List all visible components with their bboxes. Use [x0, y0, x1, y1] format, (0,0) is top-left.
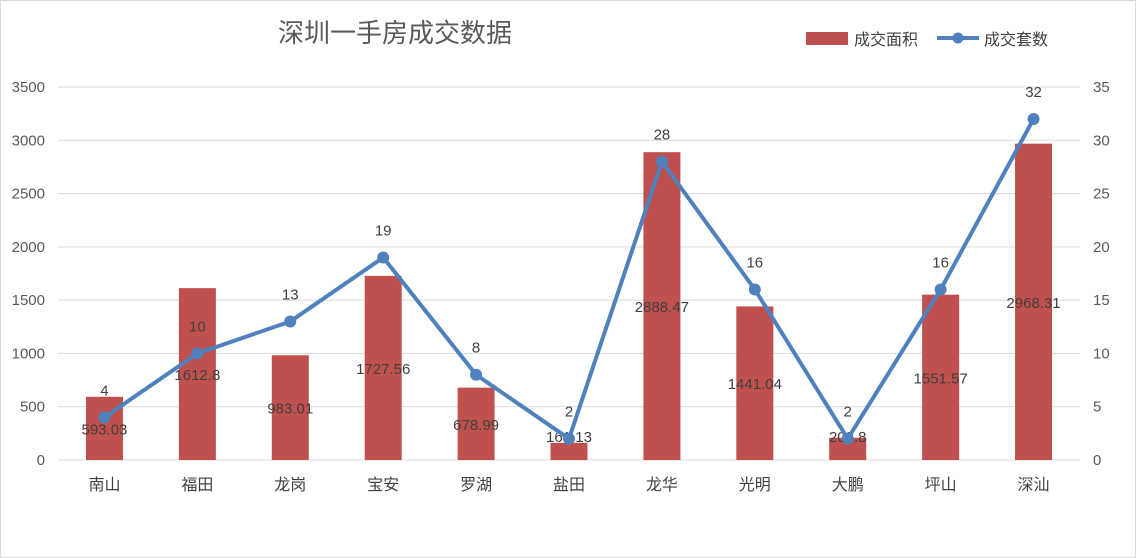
- y-left-tick-label: 1000: [12, 345, 45, 362]
- x-tick-label: 福田: [181, 475, 213, 494]
- y-right-tick-label: 20: [1093, 239, 1110, 256]
- line-point: [377, 251, 390, 264]
- line-point: [191, 347, 204, 360]
- line-data-label: 10: [189, 318, 206, 335]
- bar-data-label: 678.99: [453, 417, 499, 434]
- bar: [178, 288, 216, 460]
- bar: [271, 355, 309, 460]
- x-tick-label: 罗湖: [460, 475, 492, 494]
- line-point: [563, 432, 575, 445]
- line-data-label: 32: [1025, 84, 1042, 101]
- x-tick-label: 龙岗: [274, 475, 306, 494]
- y-left-tick-label: 2000: [12, 239, 45, 256]
- y-left-tick-label: 3000: [12, 132, 45, 149]
- chart-title: 深圳一手房成交数据: [278, 19, 512, 49]
- bar-data-labels: 593.031612.8983.011727.56678.99161.13288…: [82, 295, 1061, 446]
- y-right-tick-label: 10: [1093, 345, 1110, 362]
- bar: [736, 306, 774, 460]
- y-left-tick-label: 3500: [12, 79, 45, 96]
- line-series-count: [98, 112, 1040, 445]
- line-data-label: 19: [375, 223, 392, 240]
- bar: [364, 275, 402, 460]
- bar-series-area: [85, 143, 1053, 460]
- line-point: [841, 432, 854, 445]
- bar-data-label: 2968.31: [1006, 295, 1060, 312]
- bar: [829, 437, 867, 460]
- x-tick-label: 盐田: [553, 475, 585, 494]
- line-point: [470, 368, 483, 381]
- y-left-tick-label: 1500: [12, 292, 45, 309]
- y-right-tick-label: 25: [1093, 186, 1110, 203]
- y-left-tick-label: 2500: [12, 186, 45, 203]
- bar: [550, 442, 588, 460]
- line-data-label: 2: [844, 404, 852, 421]
- bar-data-label: 1727.56: [356, 361, 410, 378]
- legend-marker-count: [952, 32, 964, 44]
- line-data-label: 13: [282, 286, 299, 303]
- line-data-label: 16: [746, 254, 763, 271]
- bar-data-label: 2888.47: [635, 299, 689, 316]
- x-axis: 南山 福田 龙岗 宝安 罗湖 盐田 龙华 光明 大鹏 坪山 深汕: [88, 475, 1049, 494]
- line-point: [748, 283, 761, 296]
- y-right-tick-label: 35: [1093, 79, 1110, 96]
- y-left-tick-label: 0: [37, 452, 45, 469]
- bar-data-label: 1612.8: [174, 367, 220, 384]
- legend-label-area: 成交面积: [854, 30, 918, 49]
- x-tick-label: 龙华: [646, 475, 678, 494]
- bar: [457, 387, 495, 460]
- y-right-tick-label: 15: [1093, 292, 1110, 309]
- x-tick-label: 南山: [88, 475, 120, 494]
- legend-label-count: 成交套数: [984, 30, 1048, 49]
- bar-data-label: 593.03: [82, 421, 128, 438]
- line-data-label: 8: [472, 340, 480, 357]
- legend: 成交面积 成交套数: [806, 30, 1048, 49]
- x-tick-label: 坪山: [925, 475, 957, 494]
- bar-data-label: 1441.04: [728, 376, 782, 393]
- x-tick-label: 大鹏: [832, 475, 864, 494]
- bar: [1015, 143, 1053, 460]
- y-axis-left: 0 500 1000 1500 2000 2500 3000 3500: [12, 79, 45, 469]
- line-point: [1027, 112, 1040, 125]
- line-point: [934, 283, 947, 296]
- line-data-label: 2: [565, 404, 573, 421]
- gridlines: [58, 86, 1080, 461]
- line-point: [655, 155, 668, 168]
- y-left-tick-label: 500: [20, 399, 45, 416]
- legend-swatch-area: [806, 32, 848, 45]
- bar-data-label: 1551.57: [914, 370, 968, 387]
- y-axis-right: 0 5 10 15 20 25 30 35: [1093, 79, 1110, 469]
- line-data-label: 4: [100, 382, 108, 399]
- line-data-label: 16: [932, 254, 949, 271]
- line-data-label: 28: [654, 127, 671, 144]
- y-right-tick-label: 30: [1093, 132, 1110, 149]
- x-tick-label: 宝安: [367, 475, 399, 494]
- y-right-tick-label: 0: [1093, 452, 1101, 469]
- bar-data-label: 983.01: [267, 401, 313, 418]
- line-point: [98, 411, 111, 424]
- line-data-labels: 4 10 13 19 8 2 28 16 2 16 32: [100, 84, 1042, 421]
- y-right-tick-label: 5: [1093, 399, 1101, 416]
- bar: [922, 294, 960, 460]
- x-tick-label: 光明: [739, 475, 771, 494]
- line-point: [284, 315, 297, 328]
- x-tick-label: 深汕: [1018, 475, 1050, 494]
